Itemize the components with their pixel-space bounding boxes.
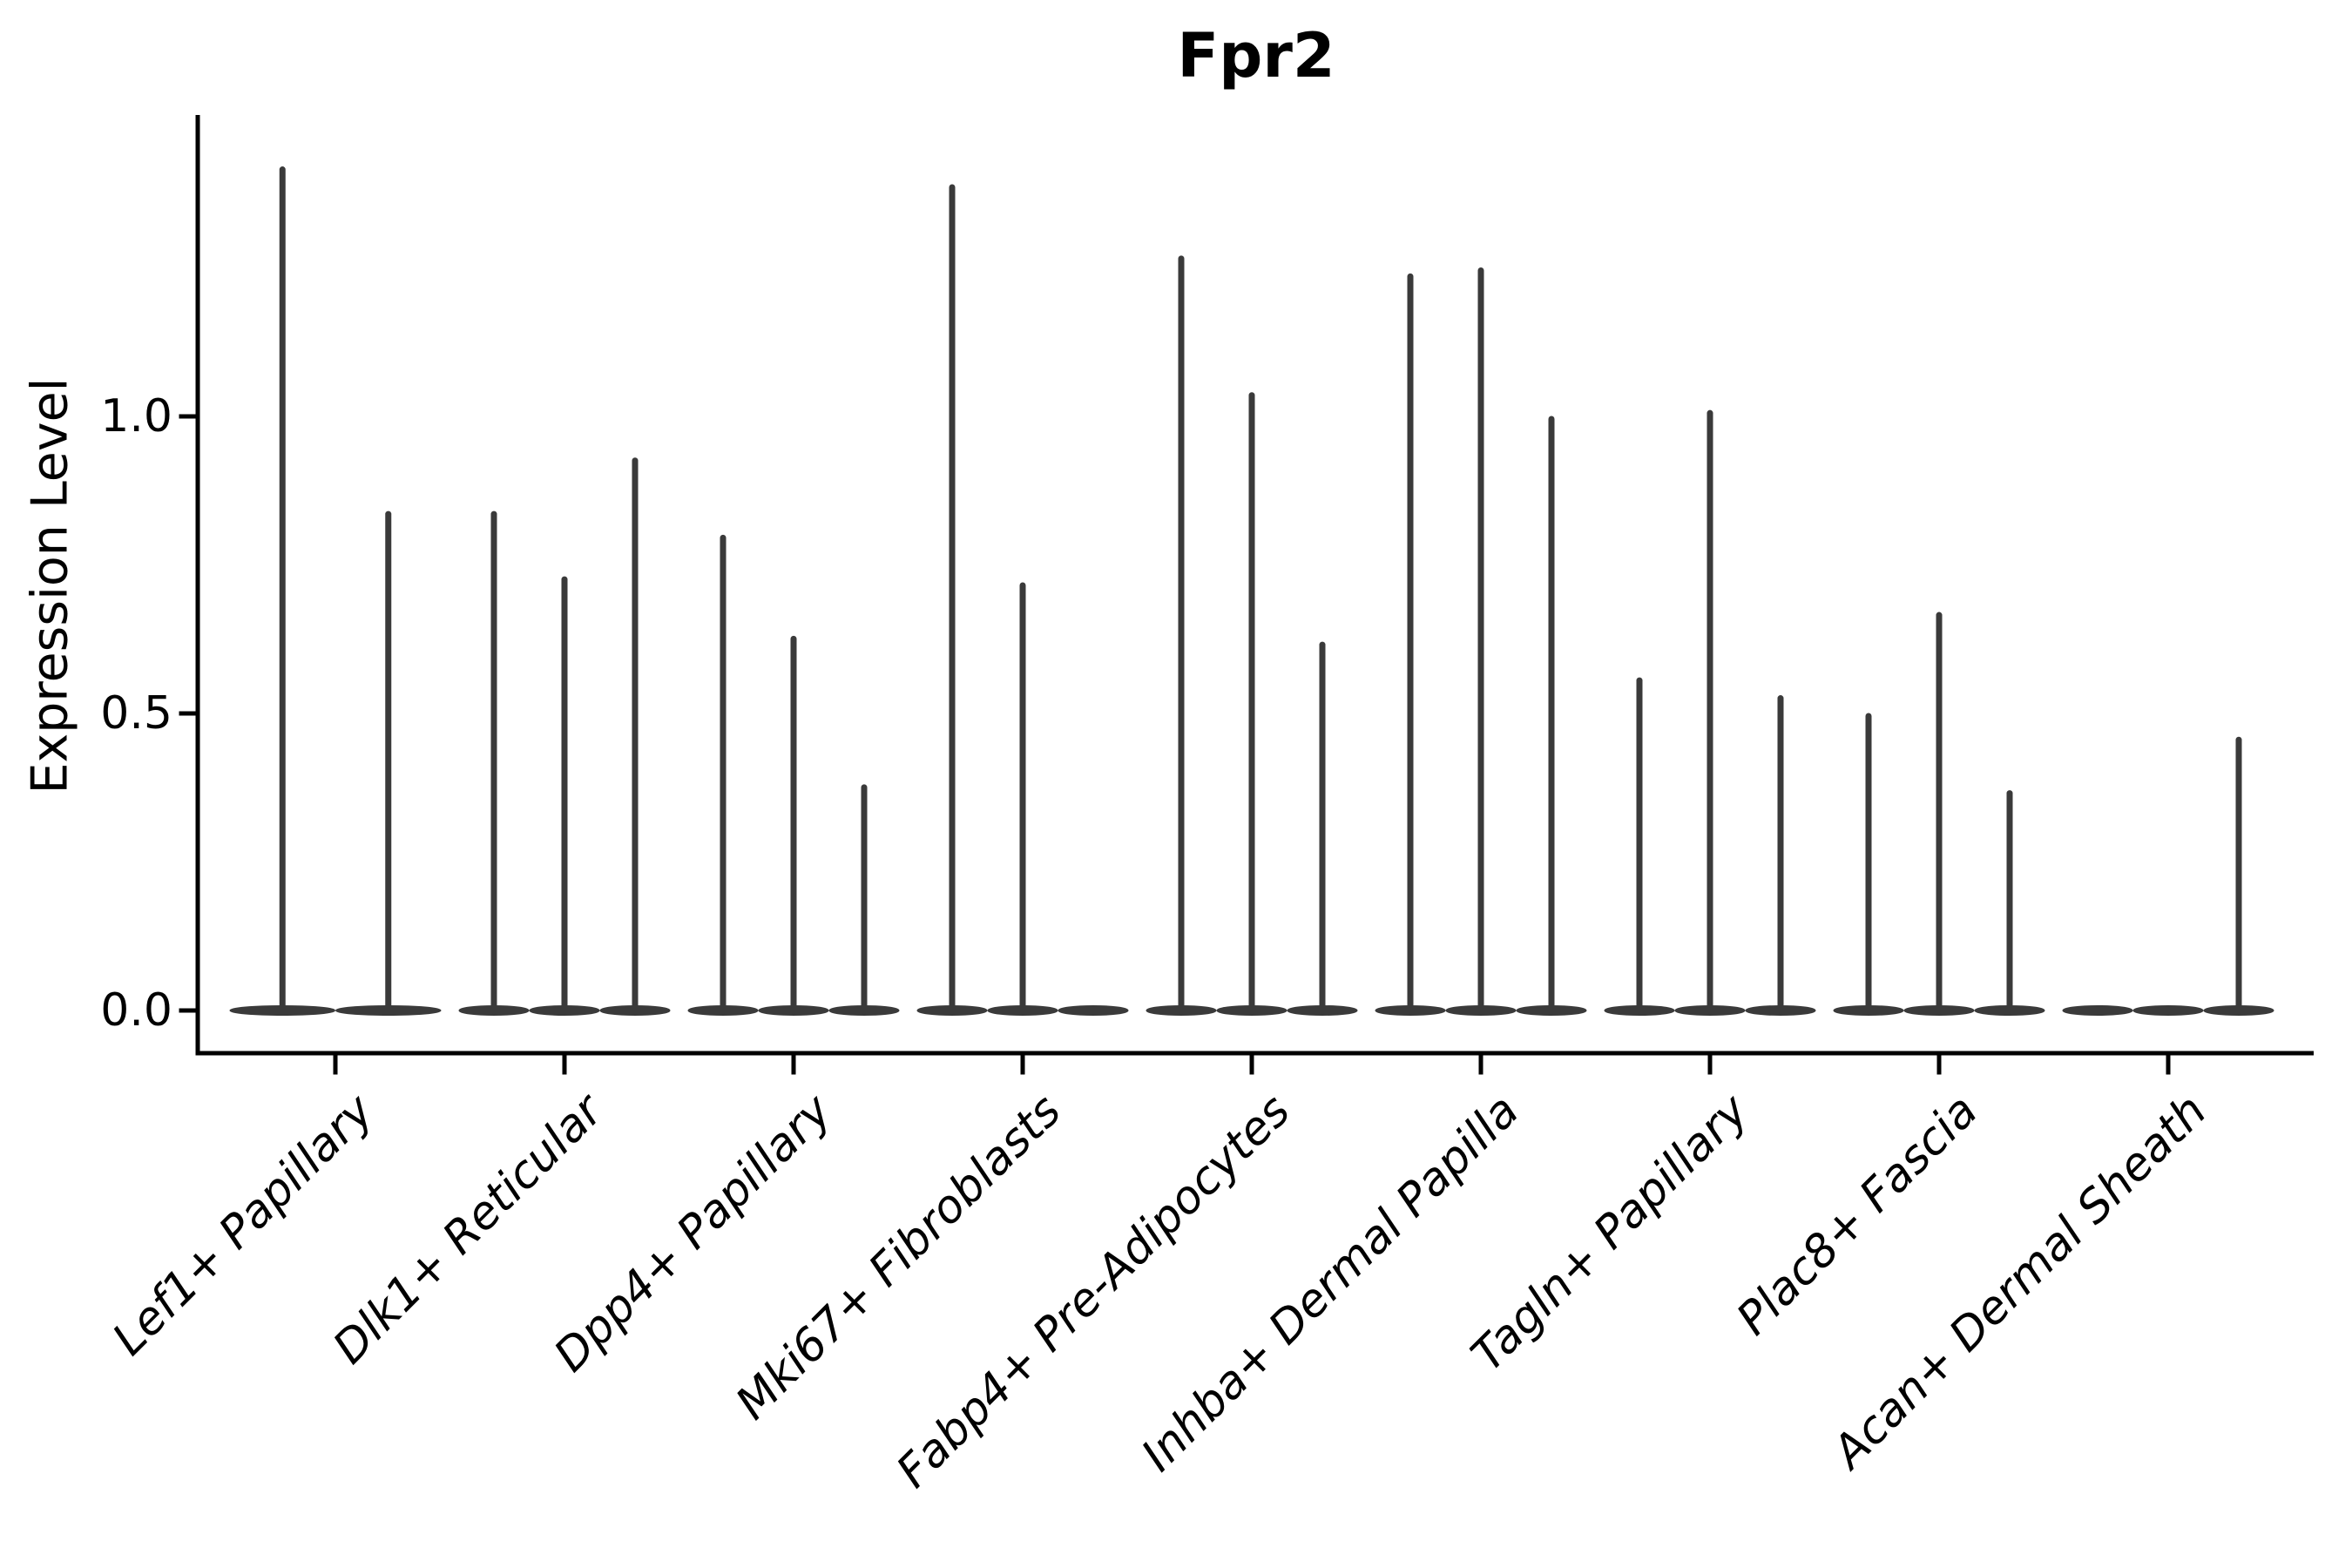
x-axis-spine (195, 1051, 2314, 1056)
x-tick-mark (791, 1055, 796, 1075)
y-tick-mark (179, 1008, 196, 1013)
violin-base (2132, 1005, 2204, 1016)
x-tick-mark (2166, 1055, 2171, 1075)
y-axis-label: Expression Level (21, 377, 79, 794)
x-tick-mark (1249, 1055, 1254, 1075)
y-tick-mark (179, 414, 196, 419)
plot-title: Fpr2 (1177, 20, 1335, 91)
y-axis-spine (195, 115, 200, 1056)
y-tick-mark (179, 711, 196, 716)
x-tick-mark (1020, 1055, 1025, 1075)
x-tick-mark (333, 1055, 338, 1075)
y-tick-label: 0.0 (100, 984, 172, 1037)
x-tick-mark (1707, 1055, 1713, 1075)
violin-base (1058, 1005, 1129, 1016)
violin-base (2062, 1005, 2133, 1016)
x-tick-mark (1478, 1055, 1484, 1075)
x-tick-mark (562, 1055, 567, 1075)
y-tick-label: 0.5 (100, 687, 172, 740)
y-tick-label: 1.0 (100, 390, 172, 443)
x-tick-mark (1936, 1055, 1942, 1075)
